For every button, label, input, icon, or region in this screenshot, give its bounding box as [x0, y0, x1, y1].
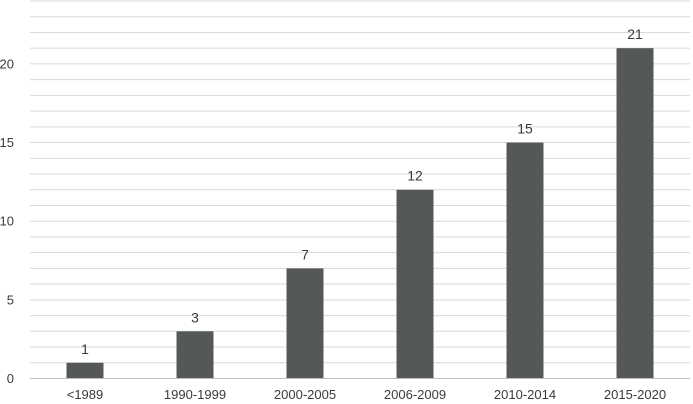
bar — [286, 268, 324, 379]
y-tick-label: 20 — [0, 56, 14, 71]
bars — [66, 48, 654, 379]
data-label: 3 — [191, 309, 199, 325]
bar — [66, 362, 104, 379]
y-tick-label: 5 — [7, 292, 14, 307]
bar — [176, 331, 214, 379]
bar — [396, 189, 434, 379]
y-tick-label: 15 — [0, 135, 14, 150]
data-label: 15 — [517, 121, 533, 137]
data-labels: 1 3 7 12 15 21 — [81, 26, 643, 357]
x-tick-label: 2010-2014 — [494, 387, 556, 402]
y-tick-label: 10 — [0, 214, 14, 229]
x-axis-ticks: <1989 1990-1999 2000-2005 2006-2009 2010-201… — [67, 387, 666, 402]
bar — [506, 142, 544, 379]
data-label: 12 — [407, 168, 423, 184]
y-axis-ticks: 0 5 10 15 20 — [0, 56, 14, 386]
x-tick-label: 2015-2020 — [604, 387, 666, 402]
data-label: 7 — [301, 246, 309, 262]
gridlines — [30, 0, 690, 364]
data-label: 1 — [81, 341, 89, 357]
data-label: 21 — [627, 26, 643, 42]
bar — [616, 48, 654, 379]
x-tick-label: 2000-2005 — [274, 387, 336, 402]
y-tick-label: 0 — [7, 371, 14, 386]
x-tick-label: 2006-2009 — [384, 387, 446, 402]
x-tick-label: 1990-1999 — [164, 387, 226, 402]
x-tick-label: <1989 — [67, 387, 104, 402]
